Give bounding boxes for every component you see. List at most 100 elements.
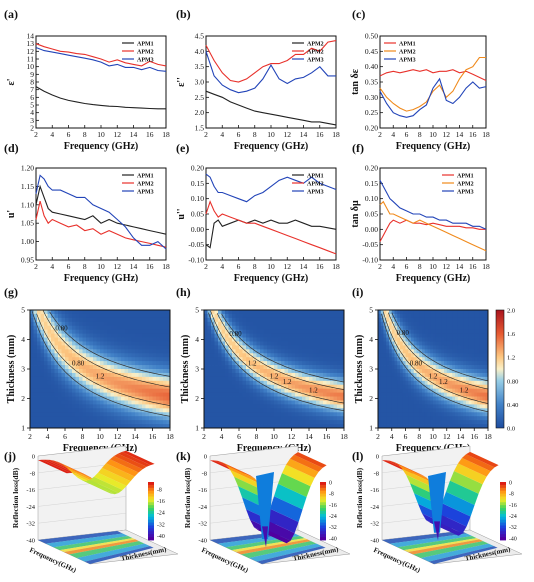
y-axis-label: Thickness (mm) [6,335,17,404]
heatmap-cell [156,325,160,331]
heatmap-cell [96,388,101,393]
heatmap-cell [479,349,483,354]
heatmap-cell [124,372,129,378]
heatmap-cell [225,325,229,331]
heatmap-cell [400,353,404,358]
heatmap-cell [103,376,108,382]
heatmap-cell [389,353,393,358]
heatmap-cell [166,412,171,417]
heatmap-cell [277,345,282,350]
heatmap-cell [378,392,382,397]
heatmap-cell [58,317,62,323]
heatmap-cell [121,424,125,429]
heatmap-cell [291,420,296,425]
heatmap-cell [246,329,250,334]
heatmap-cell [47,325,52,331]
heatmap-cell [460,372,464,378]
heatmap-cell [386,372,390,378]
heatmap-cell [79,349,83,354]
heatmap-cell [485,369,489,374]
heatmap-cell [405,404,409,409]
heatmap-cell [298,329,303,334]
heatmap-cell [149,388,153,393]
heatmap-cell [389,313,393,319]
heatmap-cell [117,321,122,327]
heatmap-cell [246,408,250,413]
heatmap-cell [333,384,338,390]
heatmap-cell [312,424,317,429]
heatmap-cell [33,361,38,366]
heatmap-cell [242,420,247,425]
heatmap-cell [479,353,483,358]
heatmap-cell [232,321,236,327]
heatmap-cell [316,396,320,401]
heatmap-cell [446,420,450,425]
x-tick-label: 6 [405,130,409,139]
heatmap-cell [466,392,470,397]
contour-label: 1.2 [460,386,469,394]
heatmap-cell [427,313,431,319]
heatmap-cell [435,392,439,397]
heatmap-cell [145,392,150,397]
heatmap-cell [58,388,62,393]
heatmap-cell [402,365,406,370]
heatmap-cell [319,361,324,366]
heatmap-cell [211,341,215,346]
x-tick-label: 18 [484,432,492,441]
heatmap-cell [449,345,453,350]
series-line-apm2 [379,200,487,252]
heatmap-cell [267,349,271,354]
heatmap-cell [463,384,467,390]
heatmap-cell [135,349,139,354]
colorbar-step [500,516,506,521]
heatmap-cell [239,341,243,346]
heatmap-cell [204,369,208,374]
heatmap-cell [65,424,69,429]
heatmap-cell [383,329,387,334]
heatmap-cell [256,372,261,378]
heatmap-cell [305,396,310,401]
heatmap-cell [446,400,450,405]
heatmap-cell [235,361,240,366]
heatmap-cell [246,353,250,358]
heatmap-cell [430,404,434,409]
heatmap-cell [449,372,453,378]
heatmap-cell [51,365,55,370]
heatmap-cell [471,380,475,386]
heatmap-cell [207,357,212,362]
heatmap-cell [72,321,76,327]
heatmap-cell [298,345,303,350]
heatmap-cell [75,349,80,354]
heatmap-cell [166,420,171,425]
heatmap-cell [214,388,219,393]
heatmap-cell [323,420,327,425]
heatmap-cell [485,400,489,405]
heatmap-cell [135,416,139,421]
heatmap-cell [430,412,434,417]
colorbar-step [148,513,154,518]
heatmap-cell [235,313,240,319]
heatmap-cell [291,317,296,323]
heatmap-cell [277,337,282,342]
heatmap-cell [218,412,222,417]
heatmap-cell [246,392,250,397]
heatmap-cell [452,325,456,331]
heatmap-cell [263,310,268,315]
heatmap-cell [228,396,233,401]
heatmap-cell [433,310,437,315]
contour-label: 1.2 [283,378,292,386]
heatmap-cell [256,392,261,397]
heatmap-cell [239,310,243,315]
heatmap-cell [411,388,415,393]
heatmap-cell [309,325,313,331]
heatmap-cell [40,317,45,323]
heatmap-cell [380,333,384,338]
heatmap-cell [100,400,104,405]
colorbar-step [148,537,154,541]
heatmap-cell [267,388,271,393]
heatmap-cell [422,353,426,358]
heatmap-cell [159,329,164,334]
heatmap-cell [75,369,80,374]
y-tick-label: 1.00 [21,237,34,246]
heatmap-cell [416,424,420,429]
